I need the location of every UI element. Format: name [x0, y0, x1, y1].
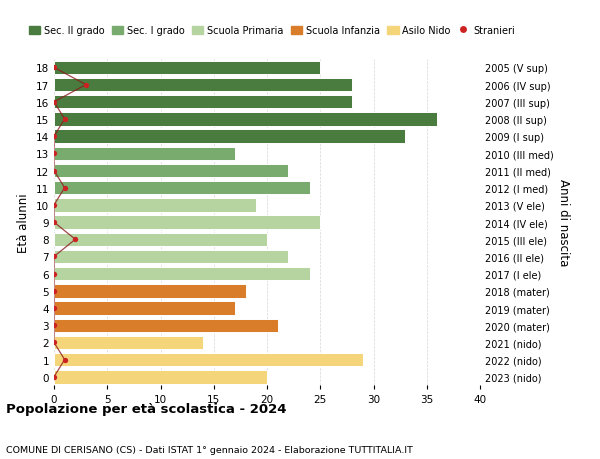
- Point: [60, 356, 70, 364]
- Bar: [54, 268, 310, 281]
- Point: [49, 219, 59, 226]
- Point: [49, 305, 59, 312]
- Bar: [54, 233, 267, 246]
- Bar: [54, 78, 352, 92]
- Point: [49, 373, 59, 381]
- Bar: [54, 250, 289, 263]
- Y-axis label: Anni di nascita: Anni di nascita: [557, 179, 570, 266]
- Point: [49, 287, 59, 295]
- Bar: [54, 96, 352, 109]
- Bar: [54, 216, 320, 230]
- Bar: [54, 182, 310, 195]
- Point: [49, 151, 59, 158]
- Text: Popolazione per età scolastica - 2024: Popolazione per età scolastica - 2024: [6, 403, 287, 415]
- Point: [49, 99, 59, 106]
- Point: [49, 202, 59, 209]
- Text: COMUNE DI CERISANO (CS) - Dati ISTAT 1° gennaio 2024 - Elaborazione TUTTITALIA.I: COMUNE DI CERISANO (CS) - Dati ISTAT 1° …: [6, 445, 413, 454]
- Point: [49, 270, 59, 278]
- Point: [60, 116, 70, 123]
- Bar: [54, 370, 267, 384]
- Point: [60, 185, 70, 192]
- Point: [49, 253, 59, 261]
- Bar: [54, 147, 235, 161]
- Y-axis label: Età alunni: Età alunni: [17, 193, 31, 252]
- Point: [49, 133, 59, 140]
- Point: [71, 236, 80, 243]
- Point: [49, 339, 59, 347]
- Bar: [54, 336, 203, 349]
- Bar: [54, 353, 363, 367]
- Bar: [54, 62, 320, 75]
- Bar: [54, 199, 256, 212]
- Point: [49, 65, 59, 72]
- Point: [81, 82, 91, 89]
- Bar: [54, 164, 289, 178]
- Bar: [54, 113, 437, 126]
- Point: [49, 322, 59, 329]
- Bar: [54, 319, 278, 332]
- Point: [49, 168, 59, 175]
- Bar: [54, 302, 235, 315]
- Bar: [54, 130, 406, 144]
- Legend: Sec. II grado, Sec. I grado, Scuola Primaria, Scuola Infanzia, Asilo Nido, Stran: Sec. II grado, Sec. I grado, Scuola Prim…: [25, 22, 519, 40]
- Bar: [54, 285, 246, 298]
